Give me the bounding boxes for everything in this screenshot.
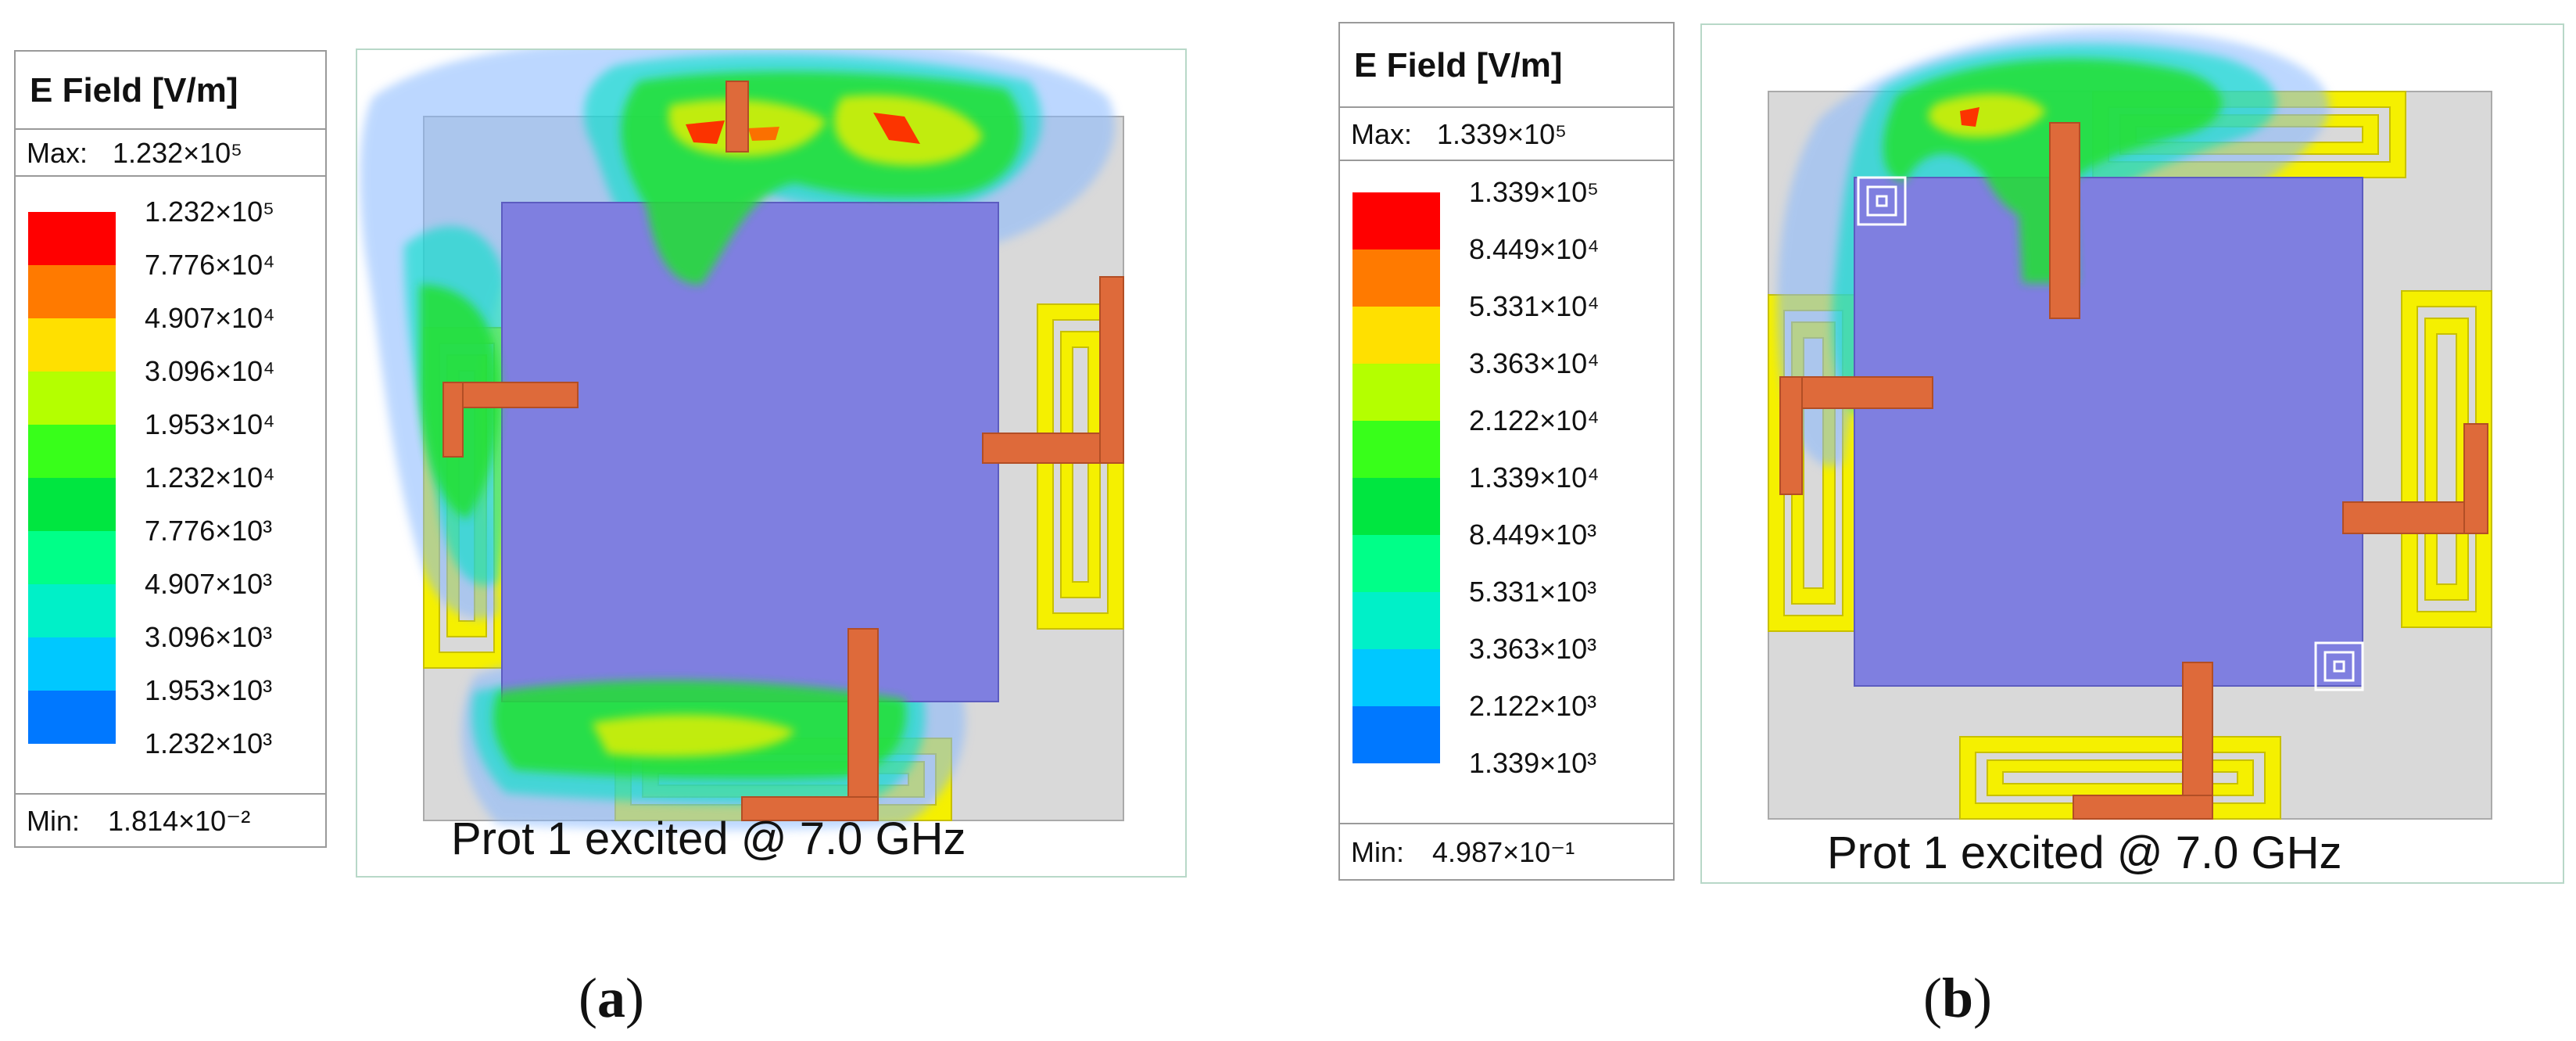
feed-bottom-v — [847, 628, 879, 821]
max-value: 1.232×10⁵ — [113, 137, 243, 169]
feed-bottom-h — [741, 796, 879, 821]
max-value: 1.339×10⁵ — [1437, 118, 1567, 150]
subfigure-label-b: (b) — [1923, 967, 1993, 1029]
scale-swatch — [28, 212, 116, 265]
scale-swatch — [1352, 478, 1440, 535]
legend-min: Min: 1.814×10⁻² — [16, 793, 325, 846]
legend-title: E Field [V/m] — [1340, 23, 1673, 108]
scale-swatch — [1352, 706, 1440, 763]
scale-tick-label: 1.232×10⁵ — [145, 196, 275, 228]
legend-min: Min: 4.987×10⁻¹ — [1340, 823, 1673, 879]
min-value: 1.814×10⁻² — [108, 805, 251, 837]
ground-patch — [1854, 177, 2363, 687]
scale-swatch — [1352, 192, 1440, 249]
scale-tick-label: 8.449×10⁴ — [1469, 233, 1600, 265]
legend-max: Max: 1.232×10⁵ — [16, 130, 325, 177]
scale-tick-label: 5.331×10³ — [1469, 576, 1597, 608]
field-plot-a: Prot 1 excited @ 7.0 GHz — [356, 48, 1187, 878]
scale-tick-label: 5.331×10⁴ — [1469, 290, 1600, 322]
field-yellow — [1928, 93, 2046, 138]
scale-tick-label: 3.363×10³ — [1469, 633, 1597, 665]
scale-tick-label: 1.339×10⁵ — [1469, 176, 1600, 208]
scale-tick-label: 1.953×10³ — [145, 674, 273, 706]
min-label: Min: — [27, 805, 81, 837]
scale-tick-label: 8.449×10³ — [1469, 519, 1597, 551]
scale-swatch — [1352, 421, 1440, 478]
scale-tick-label: 4.907×10⁴ — [145, 302, 275, 334]
field-plot-a-svg — [360, 50, 1124, 831]
spiral-resonator-top-left — [1857, 176, 1907, 226]
scale-swatch — [28, 372, 116, 425]
legend-title: E Field [V/m] — [16, 52, 325, 130]
feed-bottom-h — [2073, 795, 2213, 820]
scale-tick-label: 1.232×10³ — [145, 727, 273, 759]
scale-tick-label: 1.232×10⁴ — [145, 461, 275, 494]
scale-tick-label: 3.096×10⁴ — [145, 355, 275, 387]
spiral-resonator-bottom-right — [2314, 641, 2364, 691]
legend-a: E Field [V/m] Max: 1.232×10⁵ 1.232×10⁵ 7.… — [14, 50, 327, 848]
feed-top — [2049, 122, 2080, 319]
color-scale — [28, 212, 116, 744]
plot-caption-a: Prot 1 excited @ 7.0 GHz — [451, 813, 966, 864]
scale-swatch — [28, 584, 116, 637]
feed-right-v — [2463, 423, 2488, 534]
scale-swatch — [1352, 307, 1440, 364]
min-label: Min: — [1351, 836, 1405, 868]
scale-tick-label: 1.953×10⁴ — [145, 408, 275, 440]
scale-tick-label: 7.776×10⁴ — [145, 249, 275, 281]
subfigure-label-a: (a) — [579, 967, 644, 1029]
scale-swatch — [28, 637, 116, 691]
scale-swatch — [1352, 592, 1440, 649]
feed-right-v — [1099, 276, 1124, 464]
feed-top — [726, 81, 749, 153]
legend-max: Max: 1.339×10⁵ — [1340, 108, 1673, 161]
feed-left-v — [442, 382, 464, 458]
min-value: 4.987×10⁻¹ — [1432, 836, 1575, 868]
field-plot-b-svg — [1768, 28, 2492, 820]
scale-swatch — [28, 265, 116, 318]
scale-swatch — [1352, 249, 1440, 307]
scale-tick-label: 3.096×10³ — [145, 621, 273, 653]
scale-swatch — [1352, 535, 1440, 592]
plot-caption-b: Prot 1 excited @ 7.0 GHz — [1827, 827, 2342, 878]
feed-lines — [442, 81, 1124, 821]
scale-swatch — [1352, 364, 1440, 421]
feed-bottom-v — [2182, 662, 2213, 820]
scale-tick-label: 3.363×10⁴ — [1469, 347, 1600, 379]
scale-swatch — [28, 691, 116, 744]
scale-tick-label: 7.776×10³ — [145, 515, 273, 547]
field-plot-b: Prot 1 excited @ 7.0 GHz — [1700, 23, 2564, 884]
field-red — [1960, 107, 1979, 127]
scale-swatch — [28, 478, 116, 531]
max-label: Max: — [27, 137, 88, 169]
ground-patch — [501, 202, 999, 702]
scale-tick-label: 1.339×10³ — [1469, 747, 1597, 779]
scale-swatch — [28, 318, 116, 372]
scale-swatch — [1352, 649, 1440, 706]
feed-lines — [1779, 122, 2488, 820]
feed-left-v — [1779, 376, 1803, 495]
scale-swatch — [28, 531, 116, 584]
scale-tick-label: 2.122×10⁴ — [1469, 404, 1600, 436]
scale-tick-label: 1.339×10⁴ — [1469, 461, 1600, 494]
scale-swatch — [28, 425, 116, 478]
field-red — [686, 113, 920, 144]
scale-tick-label: 4.907×10³ — [145, 568, 273, 600]
feed-left-h — [442, 382, 579, 408]
feed-left-h — [1779, 376, 1933, 409]
color-scale — [1352, 192, 1440, 763]
scale-tick-label: 2.122×10³ — [1469, 690, 1597, 722]
legend-b: E Field [V/m] Max: 1.339×10⁵ 1.339×10⁵ 8.… — [1338, 22, 1675, 881]
max-label: Max: — [1351, 118, 1413, 150]
